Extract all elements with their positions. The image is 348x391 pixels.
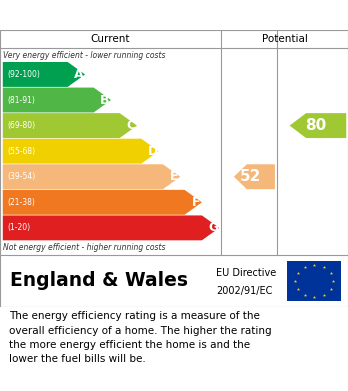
Text: A: A bbox=[74, 68, 84, 81]
Polygon shape bbox=[3, 88, 111, 113]
Text: (21-38): (21-38) bbox=[7, 198, 35, 207]
Text: Very energy efficient - lower running costs: Very energy efficient - lower running co… bbox=[3, 50, 166, 59]
Text: D: D bbox=[148, 145, 158, 158]
Text: (1-20): (1-20) bbox=[7, 223, 30, 232]
Text: (39-54): (39-54) bbox=[7, 172, 35, 181]
Text: (69-80): (69-80) bbox=[7, 121, 35, 130]
Text: Not energy efficient - higher running costs: Not energy efficient - higher running co… bbox=[3, 244, 166, 253]
Text: 52: 52 bbox=[240, 169, 261, 184]
Text: The energy efficiency rating is a measure of the
overall efficiency of a home. T: The energy efficiency rating is a measur… bbox=[9, 311, 271, 364]
Polygon shape bbox=[234, 164, 275, 189]
Polygon shape bbox=[3, 164, 180, 189]
Text: EU Directive: EU Directive bbox=[216, 268, 276, 278]
Text: 80: 80 bbox=[305, 118, 326, 133]
Text: Energy Efficiency Rating: Energy Efficiency Rating bbox=[9, 7, 219, 23]
Polygon shape bbox=[3, 139, 159, 163]
Text: England & Wales: England & Wales bbox=[10, 271, 188, 291]
Text: E: E bbox=[170, 170, 179, 183]
Polygon shape bbox=[3, 215, 219, 240]
Text: (55-68): (55-68) bbox=[7, 147, 35, 156]
Polygon shape bbox=[290, 113, 346, 138]
Text: F: F bbox=[192, 196, 200, 209]
Text: Potential: Potential bbox=[262, 34, 307, 44]
Text: C: C bbox=[126, 119, 135, 132]
Bar bbox=[287, 261, 341, 301]
Polygon shape bbox=[3, 113, 137, 138]
Polygon shape bbox=[3, 190, 202, 215]
Text: 2002/91/EC: 2002/91/EC bbox=[216, 286, 272, 296]
Text: (92-100): (92-100) bbox=[7, 70, 40, 79]
Polygon shape bbox=[3, 62, 85, 87]
Text: G: G bbox=[208, 221, 218, 234]
Text: Current: Current bbox=[91, 34, 130, 44]
Text: B: B bbox=[100, 93, 110, 106]
Text: (81-91): (81-91) bbox=[7, 95, 35, 104]
